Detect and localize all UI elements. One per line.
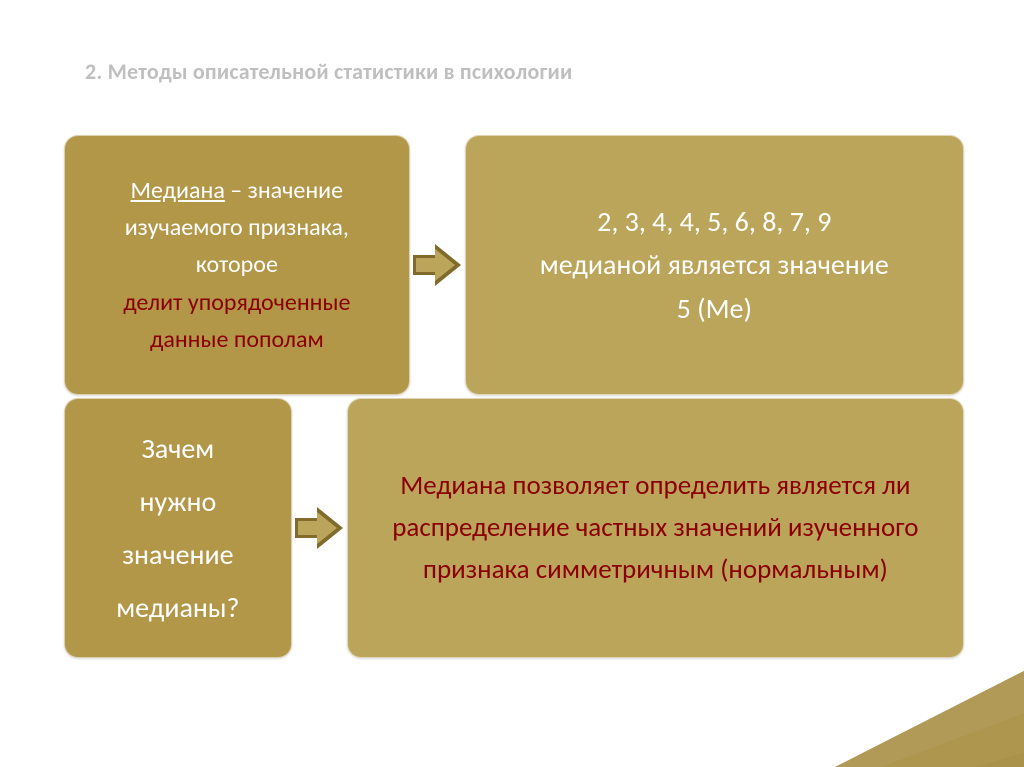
slide-title: 2. Методы описательной статистики в псих… <box>85 58 572 85</box>
row-bottom: Зачем нужно значение медианы? Медиана по… <box>64 398 964 658</box>
arrow-top <box>410 135 465 395</box>
q-line3: значение <box>122 528 233 581</box>
box-median-example: 2, 3, 4, 4, 5, 6, 8, 7, 9 медианой являе… <box>465 135 964 395</box>
row-top: Медиана – значение изучаемого признака, … <box>64 135 964 395</box>
box-question: Зачем нужно значение медианы? <box>64 398 292 658</box>
answer-text: Медиана позволяет определить является ли… <box>370 465 941 591</box>
q-line4: медианы? <box>116 581 239 634</box>
q-line1: Зачем <box>142 422 215 475</box>
example-text: медианой является значение <box>540 243 889 286</box>
definition-accent: делит упорядоченные данные пополам <box>87 284 387 358</box>
arrow-icon <box>413 244 461 286</box>
arrow-bottom <box>292 398 347 658</box>
term-median: Медиана <box>131 176 225 205</box>
example-sequence: 2, 3, 4, 4, 5, 6, 8, 7, 9 <box>597 200 831 243</box>
corner-decoration <box>744 667 1024 767</box>
box-median-definition: Медиана – значение изучаемого признака, … <box>64 135 410 395</box>
q-line2: нужно <box>140 475 217 528</box>
definition-text: Медиана – значение изучаемого признака, … <box>87 172 387 284</box>
arrow-icon <box>295 507 343 549</box>
example-value: 5 (Ме) <box>677 287 752 330</box>
box-answer: Медиана позволяет определить является ли… <box>347 398 964 658</box>
diagram: Медиана – значение изучаемого признака, … <box>64 135 964 661</box>
